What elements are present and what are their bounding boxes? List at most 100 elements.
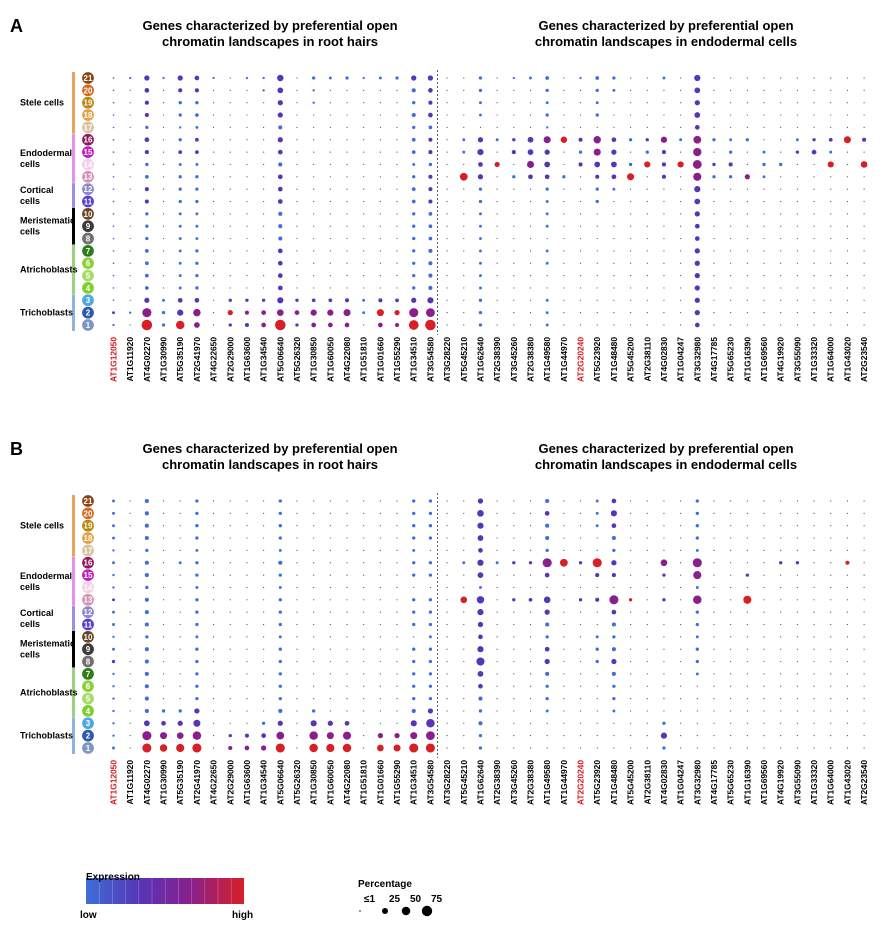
dot-point: [396, 562, 398, 564]
dot-point: [830, 722, 832, 724]
dot-point: [296, 599, 298, 601]
dot-point: [563, 500, 565, 502]
dot-point: [629, 722, 632, 724]
dot-point: [379, 275, 381, 277]
dot-point: [263, 648, 265, 650]
dot-point: [327, 322, 333, 328]
dot-point: [112, 299, 115, 302]
dot-point: [278, 224, 283, 229]
dot-point: [796, 599, 798, 601]
group-bar: [72, 294, 75, 331]
dot-point: [595, 647, 599, 651]
dot-point: [596, 324, 598, 326]
dot-point: [680, 89, 682, 91]
dot-point: [263, 213, 265, 215]
dot-point: [846, 188, 849, 190]
dot-point: [763, 102, 765, 104]
dot-point: [477, 621, 484, 628]
dot-point: [144, 622, 149, 627]
dot-point: [229, 537, 231, 539]
dot-point: [813, 735, 815, 737]
dot-point: [562, 175, 566, 179]
panel-letter: A: [10, 16, 23, 36]
dot-point: [329, 262, 331, 264]
dot-point: [329, 611, 331, 613]
dot-point: [513, 299, 515, 301]
dot-point: [529, 500, 532, 502]
dot-point: [746, 747, 748, 749]
dot-point: [863, 287, 865, 289]
dot-point: [730, 648, 732, 650]
dot-point: [663, 262, 665, 264]
dot-point: [629, 200, 632, 203]
gene-label: AT1G51810: [359, 760, 369, 805]
dot-point: [713, 250, 715, 252]
dot-point: [363, 586, 365, 589]
dot-point: [529, 250, 532, 252]
dot-point: [313, 562, 315, 564]
dot-point: [428, 199, 433, 204]
dot-point: [596, 213, 598, 215]
dot-point: [661, 150, 666, 155]
dot-point: [278, 708, 283, 713]
dot-point: [813, 611, 815, 613]
dot-point: [513, 673, 515, 675]
dot-point: [713, 685, 715, 687]
dot-point: [495, 138, 499, 142]
dot-point: [129, 537, 131, 539]
dot-point: [277, 149, 283, 155]
dot-point: [145, 162, 149, 167]
group-label: Stele cells: [20, 98, 64, 108]
dot-point: [477, 646, 484, 653]
dot-point: [713, 747, 715, 749]
dot-point: [611, 671, 616, 676]
dot-point: [663, 710, 665, 712]
dot-point: [229, 250, 231, 252]
gene-label: AT1G01660: [375, 760, 385, 805]
dot-point: [629, 549, 632, 552]
dot-point: [129, 324, 131, 326]
dot-point: [529, 512, 532, 514]
gene-label: AT4G02830: [659, 337, 669, 382]
dot-point: [129, 636, 131, 638]
dot-point: [229, 126, 231, 128]
dot-point: [346, 102, 348, 104]
dot-point: [713, 324, 715, 326]
dot-point: [162, 562, 165, 564]
group-label-line: Endodermal: [20, 571, 72, 581]
dot-point: [613, 747, 615, 749]
dot-point: [796, 722, 798, 724]
group-label: Trichoblasts: [20, 731, 73, 741]
dot-point: [144, 708, 149, 713]
dot-point: [746, 611, 748, 613]
dot-point: [277, 273, 283, 278]
dot-point: [275, 319, 286, 331]
dot-point: [813, 176, 815, 178]
dot-point: [529, 76, 532, 80]
dot-point: [846, 574, 849, 576]
dot-point: [780, 262, 782, 264]
dot-point: [713, 77, 715, 79]
dot-point: [329, 151, 331, 153]
dot-point: [813, 512, 815, 514]
dot-point: [129, 237, 131, 240]
dot-point: [680, 525, 682, 527]
dot-point: [611, 560, 617, 566]
dot-point: [327, 720, 333, 726]
dot-point: [312, 101, 315, 104]
dot-point: [730, 636, 732, 638]
gene-label: AT1G30990: [159, 760, 169, 805]
dot-point: [129, 89, 131, 91]
dot-point: [426, 719, 435, 728]
dot-point: [496, 685, 498, 687]
group-label-line: Trichoblasts: [20, 731, 73, 741]
dot-point: [846, 126, 849, 128]
dot-point: [746, 735, 748, 737]
dot-point: [546, 126, 549, 129]
group-label-line: Cortical: [20, 608, 54, 618]
dot-point: [746, 287, 748, 289]
dot-point: [545, 311, 549, 315]
dot-point: [479, 101, 482, 105]
dot-point: [593, 136, 601, 144]
dot-point: [863, 673, 865, 675]
